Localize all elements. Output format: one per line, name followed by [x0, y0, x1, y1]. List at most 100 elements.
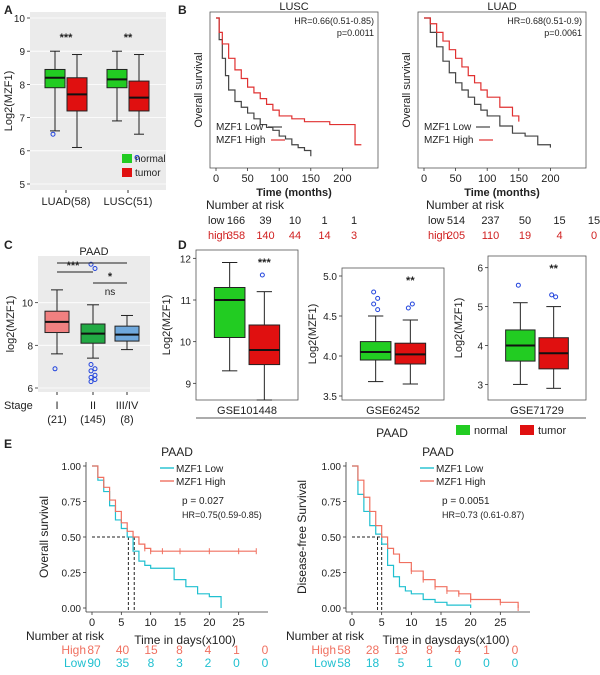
panel-d-legend-tumor-swatch: [520, 425, 534, 435]
panel-a-ylabel: Log2(MZF1): [3, 71, 15, 132]
panel-b-lusc-curve-low: [216, 17, 312, 157]
panel-a-legend-tumor: tumor: [135, 168, 161, 179]
panel-e-overall-risk-title: Number at risk: [26, 629, 105, 643]
panel-b-lusc-risk-value: 39: [259, 215, 271, 227]
panel-e-overall-y-tick-label: 0.75: [62, 498, 82, 509]
panel-d-legend-tumor: tumor: [538, 425, 566, 437]
panel-d-gse71729-ylabel: Log2(MZF1): [453, 298, 465, 359]
panel-e-overall-legend-high: MZF1 High: [176, 477, 225, 488]
panel-e-disease-free-legend-low: MZF1 Low: [436, 464, 484, 475]
panel-e-overall-risk-value: 0: [262, 656, 269, 670]
panel-e-disease-free-risk-value: 28: [366, 643, 380, 657]
panel-d-gse62452-y-tick-label: 5.0: [323, 272, 337, 283]
panel-e-overall-curve-high: [92, 465, 257, 552]
panel-e-disease-free-risk-value: 5: [398, 656, 405, 670]
panel-b-lusc-x-tick-label: 150: [302, 173, 320, 185]
panel-e-overall-risk-value: 8: [176, 643, 183, 657]
panel-a-significance: **: [124, 32, 133, 44]
panel-b-lusc-xlabel: Time (months): [256, 187, 332, 199]
panel-b-lusc-risk-value: 1: [321, 215, 327, 227]
panel-d-group-title: PAAD: [376, 426, 408, 440]
panel-b-luad-curve-high: [424, 17, 520, 122]
panel-label-c: C: [4, 238, 13, 252]
panel-d-gse101448-y-tick-label: 12: [180, 254, 192, 265]
panel-d-gse71729-category-label: GSE71729: [510, 405, 564, 417]
panel-b-luad-risk-value: 4: [556, 230, 562, 242]
panel-a-y-tick-label: 6: [19, 147, 25, 158]
panel-a-category-label: LUAD(58): [42, 196, 91, 208]
panel-e-overall-risk-value: 0: [262, 643, 269, 657]
panel-b-luad-risk-value: 15: [553, 215, 565, 227]
panel-e-overall-legend-low: MZF1 Low: [176, 464, 224, 475]
panel-e-overall-x-tick-label: 0: [89, 617, 95, 629]
panel-b-lusc-x-tick-label: 0: [213, 173, 219, 185]
panel-c-category-label: I: [55, 400, 58, 412]
panel-e-disease-free-y-tick-label: 0.50: [322, 533, 342, 544]
panel-a-legend-normal-swatch: [122, 154, 132, 163]
panel-d-gse71729-y-tick-label: 4: [477, 342, 483, 353]
panel-e-overall-x-tick-label: 15: [174, 617, 186, 629]
panel-d-gse62452-y-tick-label: 4.0: [323, 352, 337, 363]
panel-e-disease-free-curve-low: [352, 465, 472, 608]
panel-b-lusc-x-tick-label: 100: [270, 173, 288, 185]
panel-b-luad-risk-row-name: high: [428, 230, 449, 242]
panel-b-luad-curve-low: [424, 17, 551, 148]
panel-e-overall-risk-value: 4: [205, 643, 212, 657]
panel-c-stage-1-outlier: [88, 379, 94, 385]
panel-d-gse62452-normal-box: [359, 341, 392, 361]
panel-e-overall-y-tick-label: 0.50: [62, 533, 82, 544]
panel-b-lusc-risk-value: 3: [351, 230, 357, 242]
panel-e-disease-free-x-tick-label: 15: [435, 617, 447, 629]
panel-b-luad-risk-value: 19: [519, 230, 531, 242]
panel-a-y-tick-label: 10: [14, 14, 26, 25]
panel-e-overall-x-tick-label: 25: [233, 617, 245, 629]
panel-b-lusc-p: p=0.0011: [337, 28, 374, 38]
panel-c-stage-1-outlier: [88, 261, 94, 267]
panel-d-gse101448-normal-box: [213, 287, 246, 338]
panel-b-luad-risk-value: 514: [447, 215, 465, 227]
panel-e-overall-risk-value: 15: [144, 643, 158, 657]
panel-b-luad-risk-value: 50: [519, 215, 531, 227]
panel-b-lusc-hr: HR=0.66(0.51-0.85): [294, 16, 374, 26]
panel-b-luad-ylabel: Overall survival: [401, 52, 413, 127]
panel-b-lusc-title: LUSC: [279, 1, 308, 13]
panel-b-lusc-risk-value: 10: [289, 215, 301, 227]
panel-d-gse62452-significance: **: [406, 275, 415, 287]
panel-e-overall-risk-value: 0: [233, 656, 240, 670]
panel-e-overall-y-tick-label: 1.00: [62, 462, 82, 473]
panel-a-tumor-1-outlier: [134, 154, 140, 160]
panel-b-lusc-risk-value: 358: [227, 230, 245, 242]
panel-a-tumor-1-box: [128, 80, 150, 112]
panel-a-legend-tumor-swatch: [122, 168, 132, 177]
panel-d-gse101448-tumor-box: [248, 324, 281, 366]
panel-e-disease-free-x-tick-label: 10: [405, 617, 417, 629]
panel-b-lusc-risk-value: 14: [318, 230, 330, 242]
panel-e-disease-free-risk-value: 8: [426, 643, 433, 657]
panel-e-overall-y-tick-label: 0.25: [62, 569, 82, 580]
panel-e-overall-risk-value: 3: [176, 656, 183, 670]
panel-e-overall-x-tick-label: 10: [145, 617, 157, 629]
panel-b-luad-title: LUAD: [487, 1, 516, 13]
panel-label-b: B: [178, 3, 187, 17]
panel-c-stage-0-outlier: [52, 366, 58, 372]
panel-b-lusc-frame: [209, 11, 379, 169]
panel-c-stage-1-outlier: [92, 266, 98, 272]
panel-a-y-tick-label: 8: [19, 80, 25, 91]
panel-d-gse71729-significance: **: [549, 263, 558, 275]
panel-e-disease-free-risk-value: 1: [483, 643, 490, 657]
panel-e-disease-free-hr: HR=0.73 (0.61-0.87): [442, 510, 524, 520]
panel-e-overall-hr: HR=0.75(0.59-0.85): [182, 510, 262, 520]
panel-b-luad-risk-value: 0: [591, 230, 597, 242]
panel-b-luad-risk-value: 237: [481, 215, 499, 227]
panel-b-lusc-x-tick-label: 200: [333, 173, 351, 185]
panel-d-gse62452-tumor-outlier: [409, 301, 415, 307]
panel-c-ylabel: log2(MZF1): [5, 296, 17, 353]
panel-b-luad-x-tick-label: 0: [421, 173, 427, 185]
panel-e-overall-risk-value: 35: [116, 656, 130, 670]
panel-b-lusc-risk-row-name: low: [208, 215, 225, 227]
panel-e-disease-free-risk-value: 58: [337, 656, 351, 670]
panel-e-disease-free-risk-row-name: Low: [314, 656, 336, 670]
panel-d-gse62452-y-tick-label: 3.5: [323, 392, 337, 403]
panel-d-gse101448-category-label: GSE101448: [217, 405, 277, 417]
